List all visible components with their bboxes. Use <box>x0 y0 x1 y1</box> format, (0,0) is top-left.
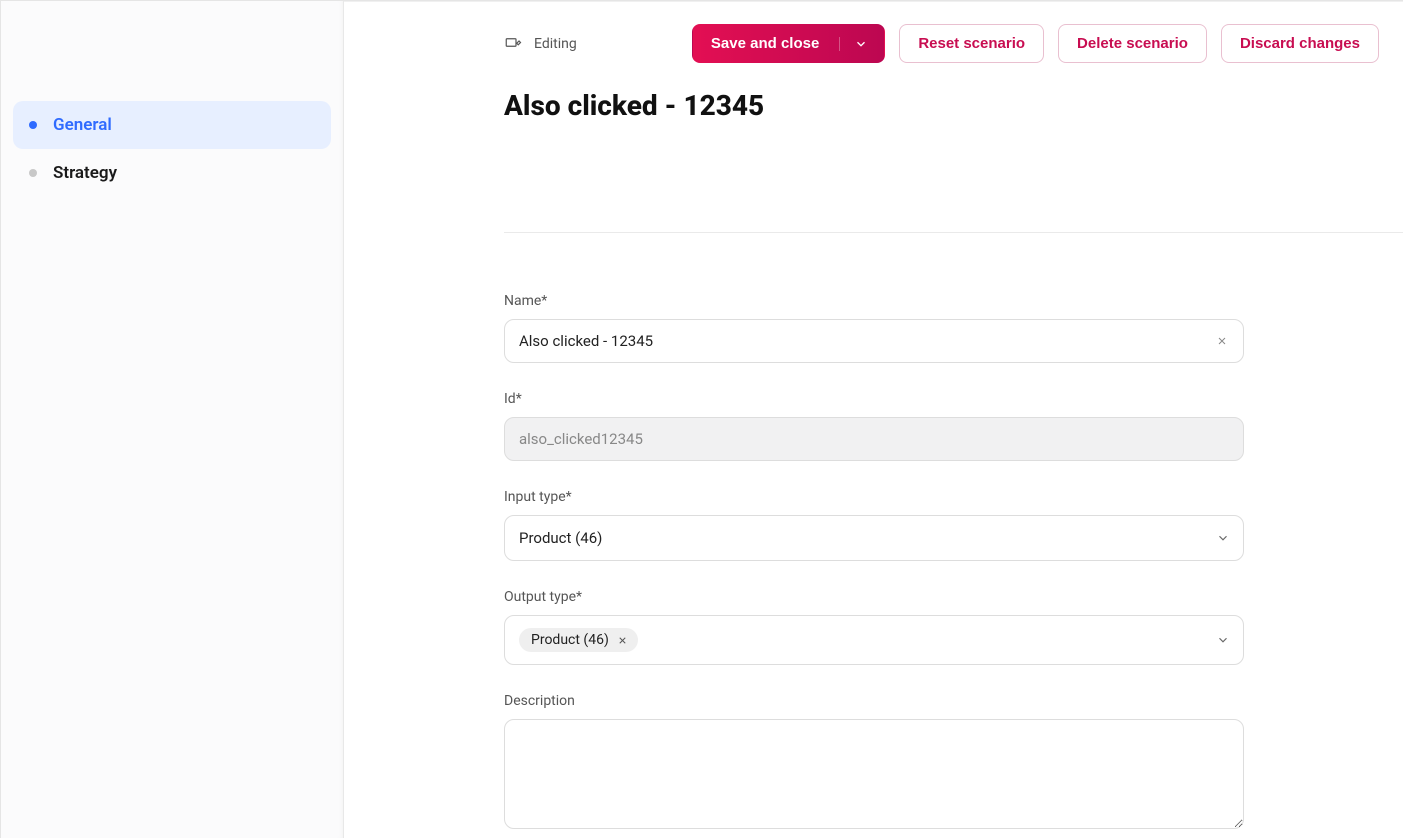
input-type-select-wrap: Product (46) <box>504 515 1244 561</box>
output-type-select-wrap: Product (46) <box>504 615 1244 665</box>
bullet-icon <box>29 169 37 177</box>
reset-label: Reset scenario <box>918 35 1025 52</box>
sidebar-item-general[interactable]: General <box>13 101 331 149</box>
input-type-value: Product (46) <box>519 529 602 547</box>
chevron-down-icon <box>1216 633 1230 647</box>
main-content: Editing Save and close Reset scenario De… <box>344 1 1403 838</box>
editing-badge: Editing <box>504 35 577 53</box>
discard-changes-button[interactable]: Discard changes <box>1221 24 1379 63</box>
close-icon <box>617 635 628 646</box>
name-input-wrap <box>504 319 1244 363</box>
sidebar-item-strategy[interactable]: Strategy <box>13 149 331 197</box>
save-label: Save and close <box>711 35 819 52</box>
delete-scenario-button[interactable]: Delete scenario <box>1058 24 1207 63</box>
field-id: Id* <box>504 391 1244 461</box>
chevron-down-icon <box>1216 531 1230 545</box>
input-type-label: Input type* <box>504 489 1244 505</box>
remove-chip-button[interactable] <box>615 633 630 648</box>
id-label: Id* <box>504 391 1244 407</box>
description-textarea[interactable] <box>504 719 1244 829</box>
bullet-icon <box>29 121 37 129</box>
input-type-select[interactable]: Product (46) <box>504 515 1244 561</box>
sidebar-item-label: Strategy <box>53 163 117 183</box>
form: Name* Id* <box>344 293 1268 838</box>
save-and-close-button[interactable]: Save and close <box>692 24 885 63</box>
discard-label: Discard changes <box>1240 35 1360 52</box>
field-input-type: Input type* Product (46) <box>504 489 1244 561</box>
divider <box>504 232 1403 233</box>
sidebar: General Strategy <box>0 1 344 838</box>
delete-label: Delete scenario <box>1077 35 1188 52</box>
description-label: Description <box>504 693 1244 709</box>
name-input[interactable] <box>504 319 1244 363</box>
field-description: Description <box>504 693 1244 833</box>
close-icon <box>1216 335 1228 347</box>
edit-icon <box>504 35 522 53</box>
page-title: Also clicked - 12345 <box>344 89 1403 122</box>
output-type-chip: Product (46) <box>519 628 638 652</box>
output-type-select[interactable]: Product (46) <box>504 615 1244 665</box>
reset-scenario-button[interactable]: Reset scenario <box>899 24 1044 63</box>
field-name: Name* <box>504 293 1244 363</box>
id-input <box>504 417 1244 461</box>
chip-label: Product (46) <box>531 632 609 648</box>
chevron-down-icon <box>839 37 868 51</box>
output-type-label: Output type* <box>504 589 1244 605</box>
clear-name-button[interactable] <box>1212 331 1232 351</box>
app-layout: General Strategy Editing Save and close <box>0 0 1403 838</box>
sidebar-item-label: General <box>53 115 112 135</box>
toolbar: Editing Save and close Reset scenario De… <box>344 2 1403 85</box>
name-label: Name* <box>504 293 1244 309</box>
editing-label: Editing <box>534 36 577 52</box>
field-output-type: Output type* Product (46) <box>504 589 1244 665</box>
id-input-wrap <box>504 417 1244 461</box>
